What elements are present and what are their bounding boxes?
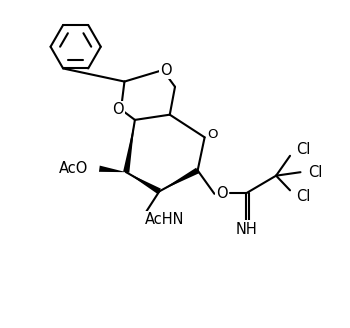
Polygon shape (159, 168, 199, 191)
Polygon shape (126, 172, 161, 194)
Text: O: O (112, 102, 124, 117)
Text: NH: NH (236, 221, 257, 236)
Text: Cl: Cl (296, 189, 311, 204)
Text: O: O (160, 63, 172, 77)
Text: Cl: Cl (296, 142, 311, 157)
Text: Cl: Cl (308, 165, 323, 180)
Text: O: O (216, 186, 228, 201)
Polygon shape (123, 120, 135, 173)
Text: AcO: AcO (58, 161, 88, 176)
Text: O: O (207, 128, 218, 141)
Text: AcHN: AcHN (145, 212, 184, 227)
Polygon shape (99, 166, 126, 172)
